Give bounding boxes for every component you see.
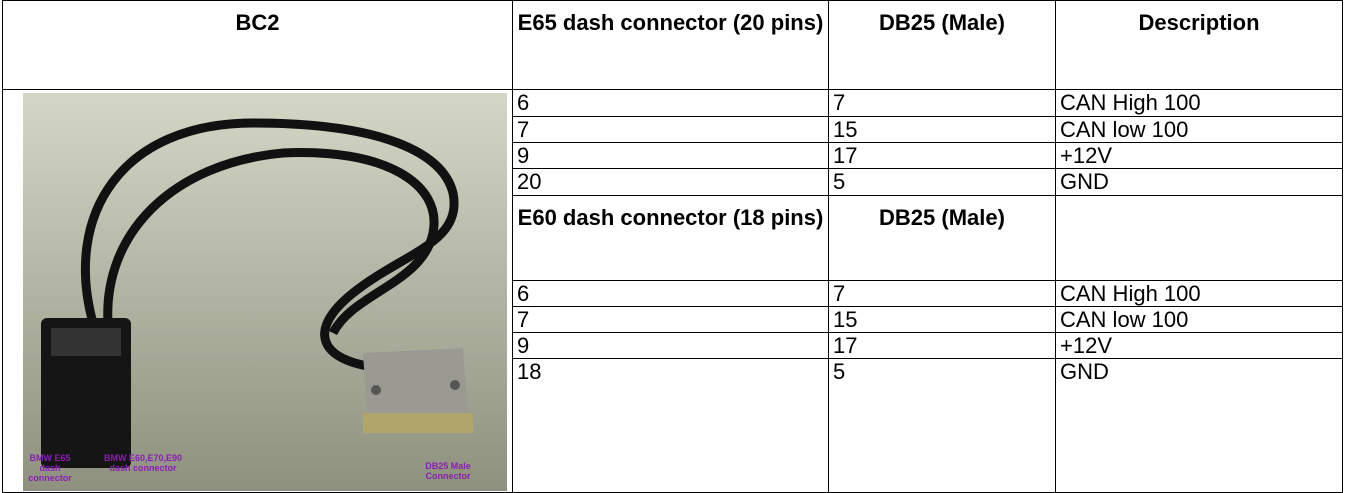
- cell: 9: [512, 332, 829, 359]
- header-cell: E65 dash connector (20 pins): [512, 0, 829, 90]
- cell: +12V: [1055, 332, 1343, 359]
- cell: 18: [512, 358, 829, 493]
- cell: 15: [828, 306, 1056, 333]
- cell: 17: [828, 332, 1056, 359]
- cell: 5: [828, 358, 1056, 493]
- cell: 9: [512, 142, 829, 169]
- cell: GND: [1055, 358, 1343, 493]
- cell: 7: [512, 116, 829, 143]
- cell: 17: [828, 142, 1056, 169]
- subheader-cell: DB25 (Male): [828, 195, 1056, 281]
- cell: 20: [512, 168, 829, 196]
- image-cell: BMW E65 dash connector BMW E60,E70,E90 d…: [2, 89, 513, 493]
- cell: GND: [1055, 168, 1343, 196]
- cell: [1055, 195, 1343, 281]
- image-label: BMW E60,E70,E90 dash connector: [103, 453, 183, 473]
- cell: 7: [828, 280, 1056, 307]
- header-cell: Description: [1055, 0, 1343, 90]
- photo-drawing: [23, 93, 507, 491]
- header-cell: DB25 (Male): [828, 0, 1056, 90]
- cell: 6: [512, 89, 829, 117]
- cell: +12V: [1055, 142, 1343, 169]
- cell: CAN High 100: [1055, 280, 1343, 307]
- cell: 6: [512, 280, 829, 307]
- image-label: DB25 Male Connector: [425, 461, 471, 481]
- header-cell: BC2: [2, 0, 513, 90]
- photo: BMW E65 dash connector BMW E60,E70,E90 d…: [23, 93, 507, 491]
- cell: CAN low 100: [1055, 306, 1343, 333]
- subheader-cell: E60 dash connector (18 pins): [512, 195, 829, 281]
- cell: 7: [828, 89, 1056, 117]
- cell: CAN High 100: [1055, 89, 1343, 117]
- cell: 7: [512, 306, 829, 333]
- image-label: BMW E65 dash connector: [28, 453, 72, 483]
- cell: 5: [828, 168, 1056, 196]
- cell: 15: [828, 116, 1056, 143]
- cell: CAN low 100: [1055, 116, 1343, 143]
